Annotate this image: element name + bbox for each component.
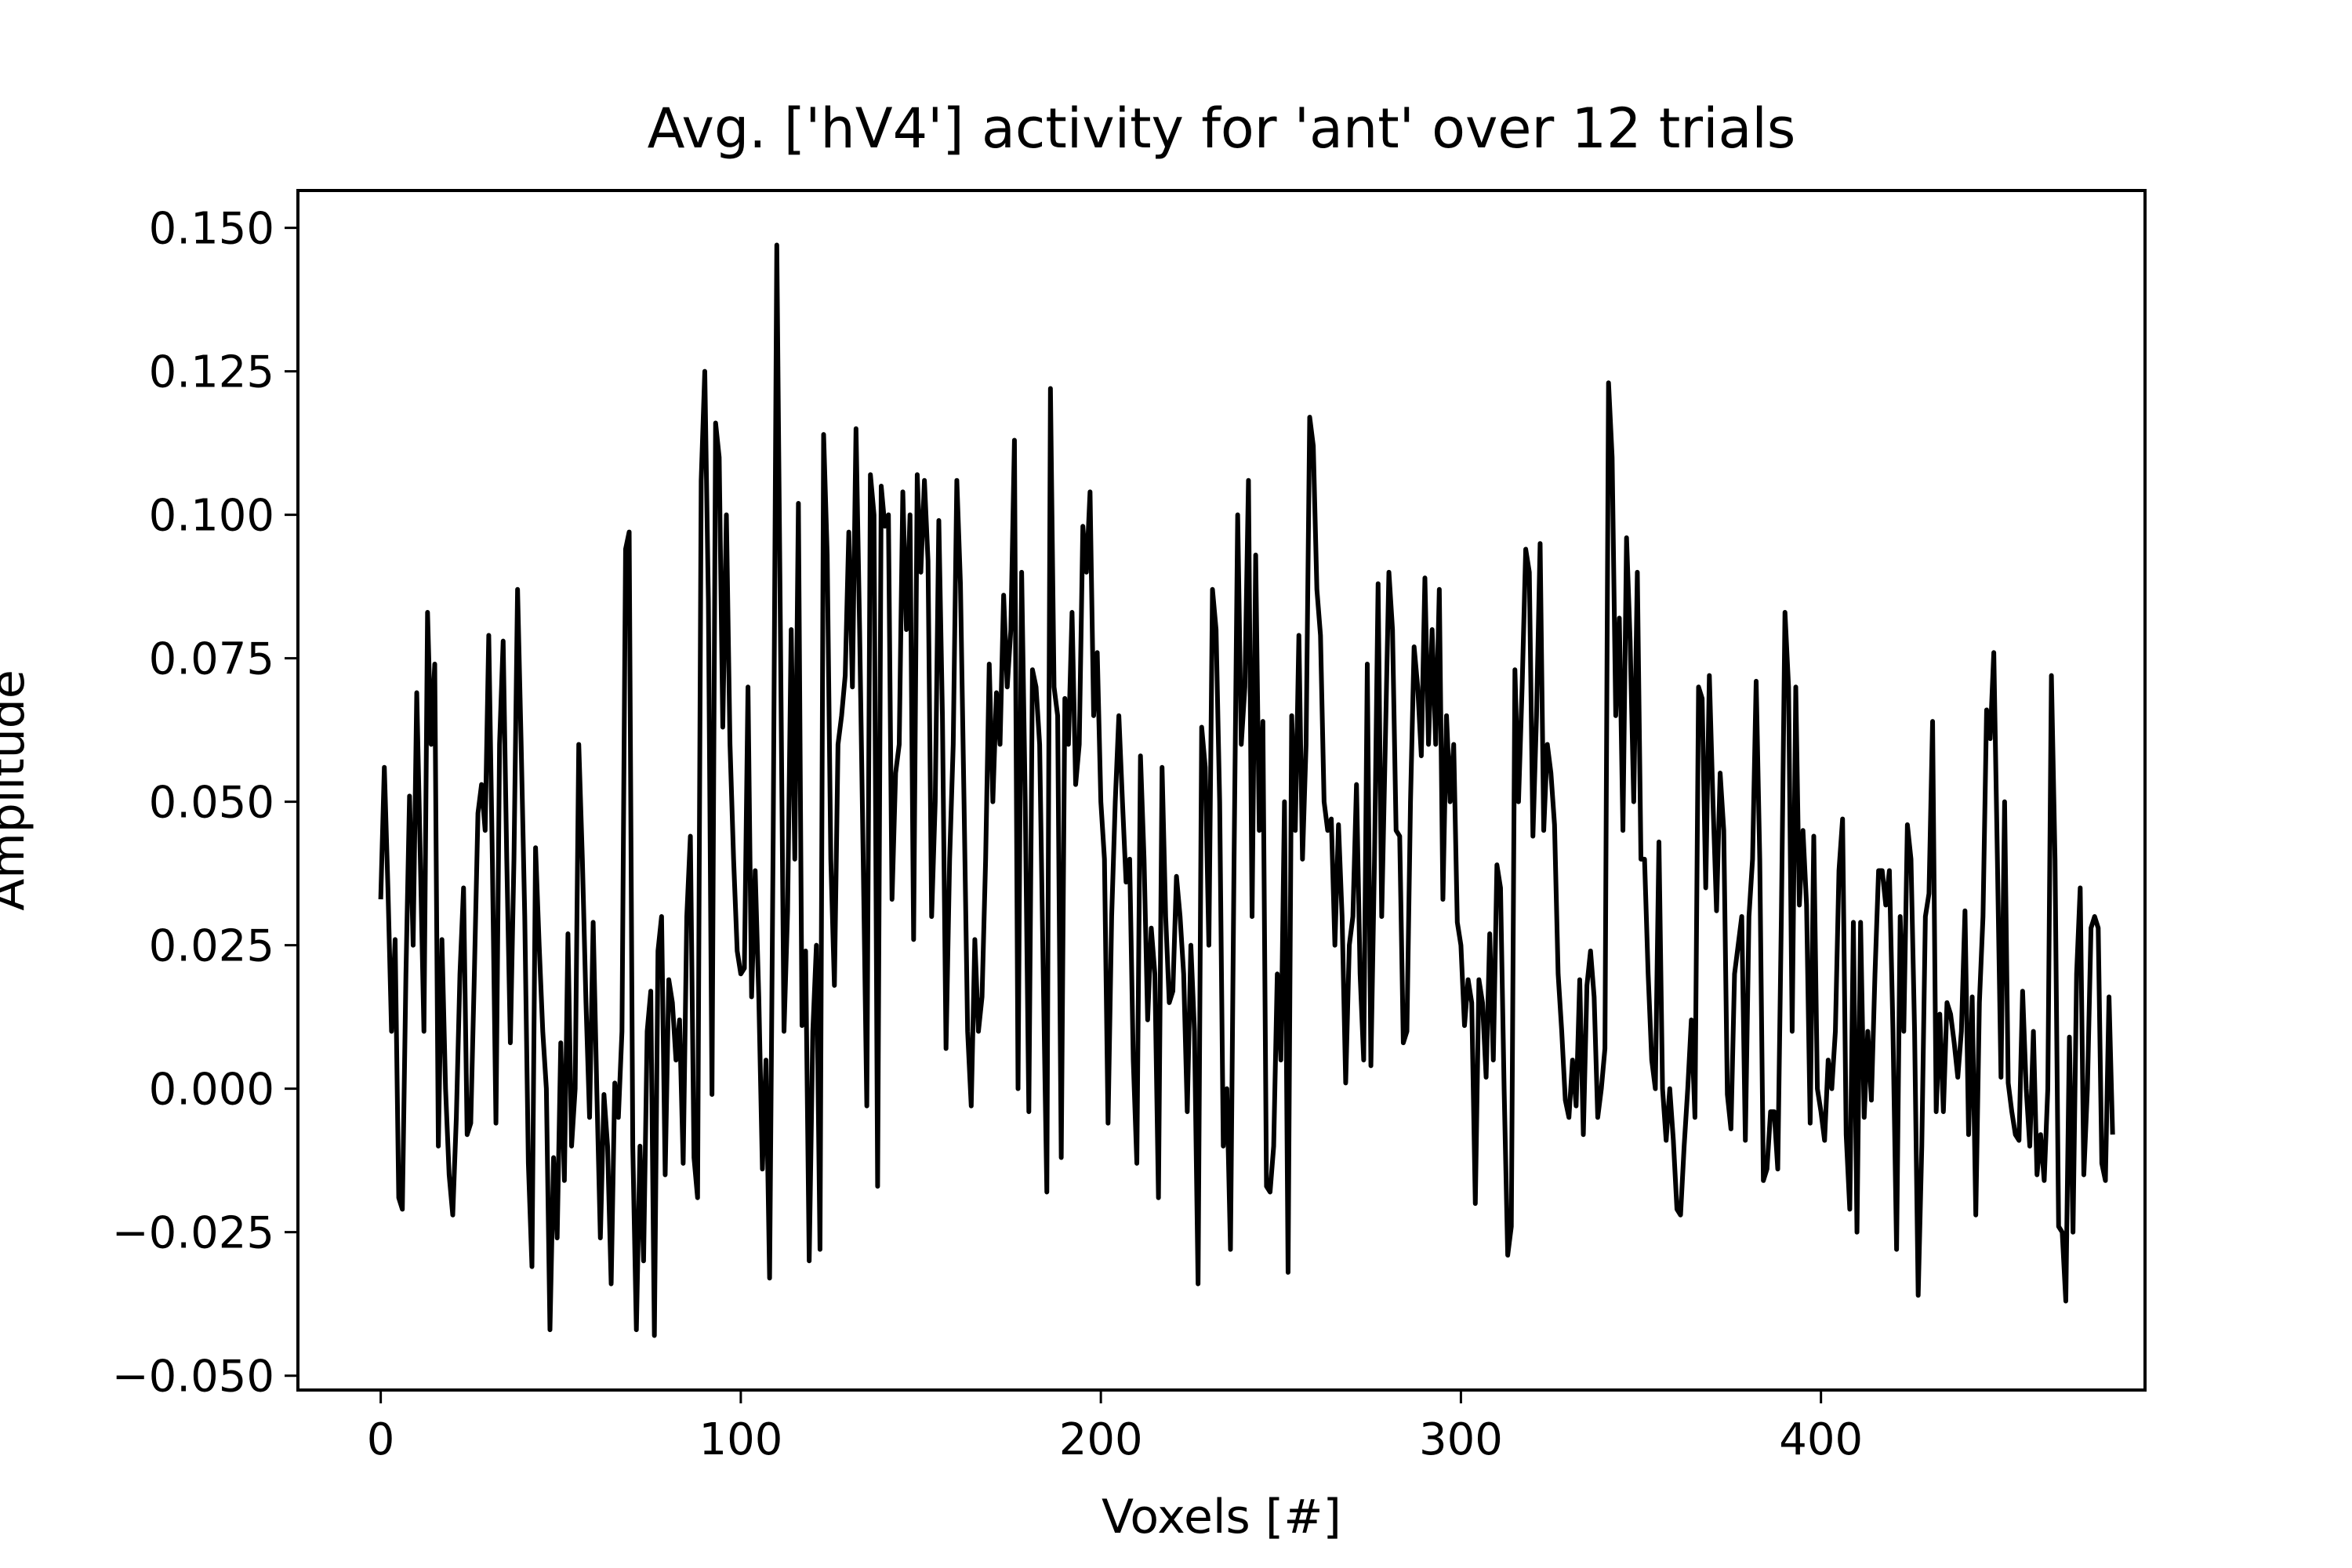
x-tick-label: 200 <box>1059 1414 1143 1465</box>
y-tick-label: 0.000 <box>149 1065 274 1116</box>
y-tick-label: 0.075 <box>149 634 274 685</box>
y-axis: −0.050 −0.025 0.000 0.025 0.050 0.075 0.100 0.1… <box>112 204 298 1403</box>
plot-area <box>378 242 2115 1338</box>
y-tick-label: 0.125 <box>149 347 274 398</box>
y-tick-label: 0.050 <box>149 778 274 829</box>
x-tick-label: 100 <box>699 1414 782 1465</box>
y-tick-label: −0.050 <box>112 1352 274 1403</box>
y-axis-label: Amplitude <box>0 670 35 910</box>
series-line-0 <box>378 242 2115 1338</box>
chart-title: Avg. ['hV4'] activity for 'ant' over 12 … <box>648 96 1796 161</box>
plot-frame <box>296 189 2147 1392</box>
x-axis-label: Voxels [#] <box>1102 1490 1341 1544</box>
y-tick-label: −0.025 <box>112 1208 274 1259</box>
y-tick-label: 0.025 <box>149 921 274 972</box>
y-tick-label: 0.150 <box>149 204 274 255</box>
x-axis: 0 100 200 300 400 <box>367 1390 1863 1465</box>
y-tick-label: 0.100 <box>149 491 274 542</box>
x-tick-label: 300 <box>1419 1414 1503 1465</box>
x-tick-label: 400 <box>1779 1414 1863 1465</box>
x-tick-label: 0 <box>367 1414 395 1465</box>
